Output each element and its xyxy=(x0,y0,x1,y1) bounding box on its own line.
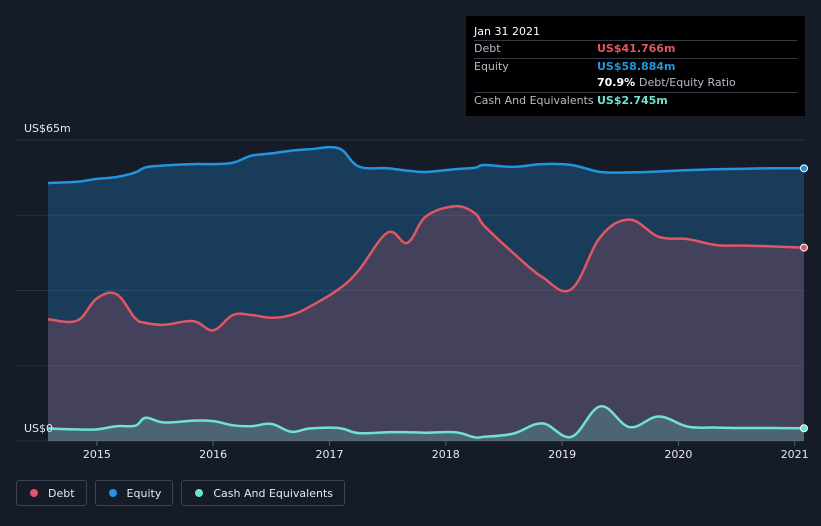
y-axis-top-label: US$65m xyxy=(24,122,71,135)
tooltip-row-equity: Equity US$58.884m xyxy=(474,59,797,76)
legend-label: Debt xyxy=(48,486,75,500)
data-tooltip: Jan 31 2021 Debt US$41.766m Equity US$58… xyxy=(466,16,805,116)
legend-item-debt[interactable]: Debt xyxy=(16,480,87,506)
legend-dot-icon xyxy=(195,489,204,497)
series-end-markers xyxy=(800,164,808,433)
x-tick-label: 2018 xyxy=(432,448,460,461)
x-tick-label: 2016 xyxy=(199,448,227,461)
tooltip-value-equity: US$58.884m xyxy=(597,59,676,73)
tooltip-row-cash: Cash And Equivalents US$2.745m xyxy=(474,93,797,110)
tooltip-label xyxy=(474,75,597,92)
series-lines xyxy=(47,145,805,439)
cash-and-equivalents-end-marker xyxy=(800,424,808,433)
series-areas xyxy=(48,147,804,441)
equity-line xyxy=(47,145,805,185)
legend-label: Equity xyxy=(126,486,162,500)
debt-area xyxy=(48,206,804,441)
cash-and-equivalents-area xyxy=(48,406,804,441)
x-tick-label: 2021 xyxy=(781,448,809,461)
x-tick-label: 2019 xyxy=(548,448,576,461)
tooltip-ratio-note: Debt/Equity Ratio xyxy=(639,76,736,89)
tooltip-value-ratio: 70.9% xyxy=(597,76,636,89)
debt-end-marker xyxy=(800,243,808,252)
legend-item-cash[interactable]: Cash And Equivalents xyxy=(181,480,345,506)
x-tick-label: 2015 xyxy=(83,448,111,461)
legend-dot-icon xyxy=(108,489,117,497)
legend-label: Cash And Equivalents xyxy=(213,486,333,500)
x-tick-label: 2020 xyxy=(664,448,692,461)
legend-dot-icon xyxy=(30,489,38,497)
x-axis: 2015 2016 2017 2018 2019 2020 2021 xyxy=(83,441,809,461)
tooltip-row-ratio: 70.9% Debt/Equity Ratio xyxy=(474,75,797,93)
y-axis-bottom-label: US$0 xyxy=(24,422,53,435)
cash-and-equivalents-line xyxy=(47,405,805,439)
tooltip-label: Cash And Equivalents xyxy=(474,93,594,107)
grid-lines xyxy=(16,139,804,442)
tooltip-label: Debt xyxy=(474,42,501,55)
equity-end-marker xyxy=(800,164,808,173)
tooltip-value-debt: US$41.766m xyxy=(597,42,676,55)
equity-area xyxy=(48,147,804,441)
x-tick-label: 2017 xyxy=(315,448,343,461)
tooltip-date: Jan 31 2021 xyxy=(474,23,797,41)
tooltip-value-cash: US$2.745m xyxy=(597,93,668,107)
tooltip-label: Equity xyxy=(474,59,509,73)
chart-legend: Debt Equity Cash And Equivalents xyxy=(16,480,345,506)
legend-item-equity[interactable]: Equity xyxy=(94,480,174,506)
debt-line xyxy=(47,204,805,332)
tooltip-row-debt: Debt US$41.766m xyxy=(474,41,797,59)
